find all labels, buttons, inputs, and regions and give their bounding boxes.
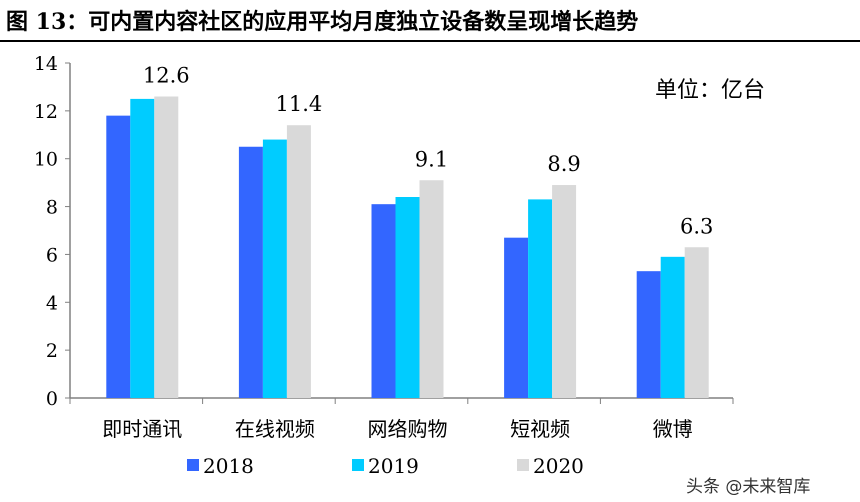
chart-title: 图 13：可内置内容社区的应用平均月度独立设备数呈现增长趋势 [6, 9, 639, 35]
title-divider [0, 40, 860, 42]
category-label: 即时通讯 [102, 417, 182, 441]
y-tick-label: 12 [34, 101, 58, 123]
y-tick-label: 2 [46, 340, 58, 362]
bar-2019 [395, 197, 420, 398]
data-label: 6.3 [680, 214, 713, 238]
y-tick-label: 14 [34, 53, 58, 75]
category-label: 短视频 [510, 417, 570, 441]
data-label: 8.9 [547, 152, 580, 176]
y-tick-label: 0 [46, 388, 58, 410]
legend-swatch-2019 [352, 459, 364, 471]
bar-2018 [238, 146, 263, 398]
category-label: 微博 [653, 417, 693, 441]
bar-2019 [660, 256, 685, 398]
bar-2018 [636, 271, 661, 398]
category-label: 在线视频 [235, 417, 315, 441]
bar-2020 [419, 180, 444, 398]
bar-2020 [552, 185, 577, 398]
bar-2019 [528, 199, 553, 398]
category-label: 网络购物 [368, 417, 448, 441]
bar-2019 [262, 139, 287, 399]
legend-label: 2020 [533, 454, 584, 478]
bar-2020 [154, 96, 179, 398]
watermark: 头条 @未来智库 [686, 477, 811, 497]
bar-2018 [106, 115, 131, 399]
legend-label: 2019 [368, 454, 419, 478]
bar-2020 [684, 247, 709, 398]
y-tick-label: 8 [46, 197, 58, 219]
data-label: 12.6 [143, 64, 190, 88]
y-tick-label: 10 [34, 149, 58, 171]
bar-2019 [130, 98, 155, 399]
y-tick-label: 4 [46, 292, 58, 314]
data-label: 11.4 [276, 92, 323, 116]
bar-2018 [371, 204, 396, 398]
legend-label: 2018 [203, 454, 254, 478]
y-tick-label: 6 [46, 244, 58, 266]
legend-swatch-2018 [187, 459, 199, 471]
data-label: 9.1 [415, 147, 448, 171]
legend-swatch-2020 [517, 459, 529, 471]
bar-2020 [286, 125, 311, 398]
unit-label: 单位：亿台 [655, 78, 766, 103]
bar-2018 [504, 237, 529, 398]
